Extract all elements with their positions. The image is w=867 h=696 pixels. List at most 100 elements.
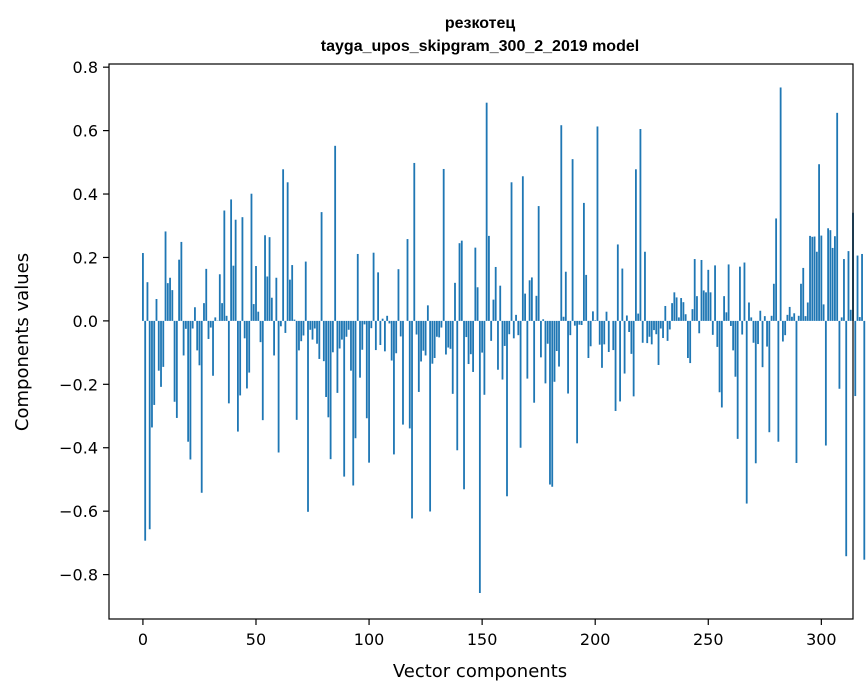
bar-48 <box>250 193 253 321</box>
bar-93 <box>352 320 355 486</box>
bar-47 <box>248 320 251 373</box>
chart-title: резкотец <box>445 15 516 32</box>
bar-87 <box>338 320 341 349</box>
bar-278 <box>770 315 773 321</box>
bar-135 <box>447 320 450 348</box>
bar-0 <box>142 253 144 321</box>
bar-143 <box>465 320 468 338</box>
bar-262 <box>734 320 737 377</box>
bar-1 <box>144 320 147 541</box>
bar-106 <box>381 318 384 321</box>
bar-103 <box>374 320 377 351</box>
bar-202 <box>598 320 601 345</box>
bar-243 <box>691 309 694 321</box>
bar-60 <box>277 320 280 453</box>
bar-51 <box>257 311 260 321</box>
bar-224 <box>648 320 651 337</box>
bar-13 <box>171 290 174 321</box>
bar-218 <box>635 169 637 321</box>
bar-252 <box>711 320 714 335</box>
bar-150 <box>481 320 484 353</box>
bar-183 <box>555 320 558 352</box>
bar-133 <box>442 168 445 321</box>
bar-39 <box>230 199 233 321</box>
bar-149 <box>478 320 481 593</box>
bar-79 <box>320 212 323 321</box>
bar-251 <box>709 292 712 321</box>
bar-114 <box>399 320 402 337</box>
bar-20 <box>187 320 190 442</box>
bar-189 <box>569 320 572 336</box>
y-axis-ticks: −0.8 −0.6 −0.4 −0.2 0.0 0.2 0.4 0.6 0.8 <box>59 58 109 585</box>
bar-22 <box>191 320 194 329</box>
bar-275 <box>763 316 766 321</box>
bar-268 <box>748 302 750 321</box>
bar-225 <box>650 320 653 345</box>
bar-50 <box>255 266 257 321</box>
bar-141 <box>460 240 463 321</box>
bar-139 <box>456 320 459 451</box>
bar-264 <box>739 266 741 321</box>
bar-99 <box>365 320 368 419</box>
bar-285 <box>786 314 789 321</box>
x-tick-label: 250 <box>693 630 724 649</box>
bar-43 <box>239 320 242 396</box>
bar-289 <box>795 320 798 463</box>
bar-254 <box>716 320 719 347</box>
bar-235 <box>673 292 676 321</box>
bar-138 <box>454 282 456 321</box>
bar-293 <box>804 316 807 321</box>
bar-14 <box>173 320 176 402</box>
bar-186 <box>562 316 565 321</box>
bar-15 <box>175 320 178 418</box>
bar-223 <box>646 320 649 344</box>
bar-266 <box>743 262 746 321</box>
bar-309 <box>840 317 843 321</box>
bar-217 <box>632 320 635 397</box>
bar-105 <box>379 320 382 345</box>
bar-34 <box>218 274 221 321</box>
bar-76 <box>313 320 316 329</box>
bar-231 <box>664 305 667 321</box>
bar-77 <box>316 320 318 344</box>
bar-256 <box>720 320 723 408</box>
bar-9 <box>162 320 165 367</box>
bar-290 <box>797 315 800 321</box>
bar-245 <box>696 296 698 321</box>
bar-102 <box>372 252 375 321</box>
bar-277 <box>768 320 771 433</box>
bar-190 <box>571 159 574 321</box>
bar-44 <box>241 217 244 321</box>
bar-2 <box>146 282 149 321</box>
bar-209 <box>614 320 617 411</box>
bar-136 <box>449 320 452 349</box>
bar-258 <box>725 312 728 321</box>
bar-215 <box>628 320 631 332</box>
bar-94 <box>354 320 357 439</box>
bar-288 <box>793 313 796 321</box>
y-tick-label: −0.6 <box>59 502 98 521</box>
bar-3 <box>148 320 151 530</box>
bar-239 <box>682 302 685 321</box>
bar-162 <box>508 320 511 335</box>
bar-64 <box>286 182 289 321</box>
bar-250 <box>707 269 710 321</box>
bar-188 <box>567 320 569 394</box>
bar-73 <box>307 320 309 512</box>
bar-30 <box>209 320 212 328</box>
bar-27 <box>203 303 205 321</box>
bar-298 <box>815 251 818 321</box>
bar-269 <box>750 317 753 321</box>
bar-89 <box>343 320 346 477</box>
bar-176 <box>540 320 542 358</box>
bar-291 <box>800 283 802 321</box>
bar-294 <box>806 302 809 321</box>
bar-255 <box>718 320 721 393</box>
bar-198 <box>589 320 592 347</box>
bar-199 <box>592 311 594 321</box>
bar-62 <box>282 169 285 321</box>
bar-178 <box>544 320 547 384</box>
bar-115 <box>402 320 404 425</box>
y-tick-label: 0.6 <box>73 122 98 141</box>
